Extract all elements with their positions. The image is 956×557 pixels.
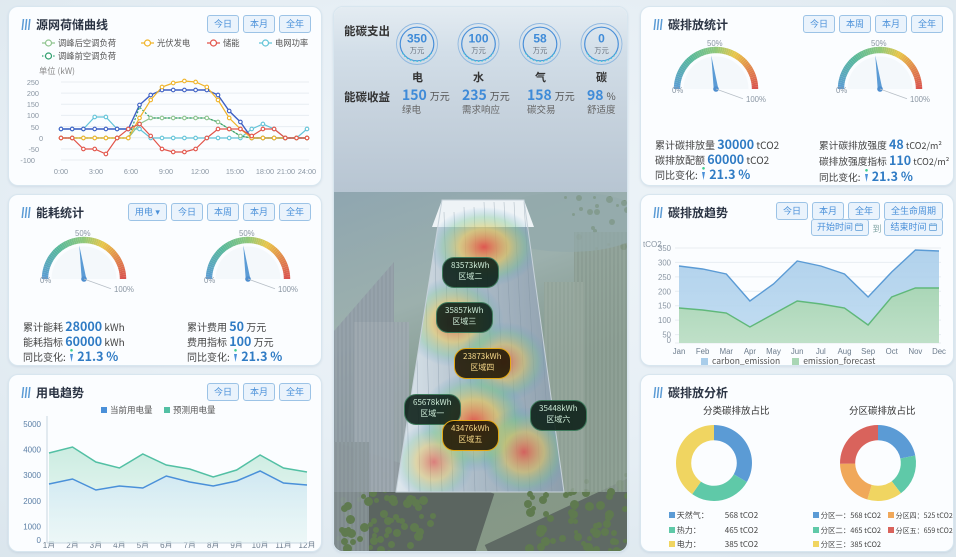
svg-text:100: 100 [658,316,672,325]
svg-text:3:00: 3:00 [89,167,103,176]
svg-text:当前用电量: 当前用电量 [110,404,153,416]
svg-text:储能: 储能 [223,37,240,49]
svg-text:调峰后空调负荷: 调峰后空调负荷 [58,37,116,49]
svg-text:100: 100 [468,32,488,46]
svg-text:1000: 1000 [23,522,41,531]
svg-text:350: 350 [407,32,427,46]
svg-text:24:00: 24:00 [298,167,316,176]
svg-text:万元: 万元 [410,46,425,56]
svg-text:0: 0 [598,32,605,46]
svg-text:万元: 万元 [533,46,548,56]
svg-text:200: 200 [27,89,39,98]
svg-text:单位 (kW): 单位 (kW) [39,65,75,77]
svg-text:12:00: 12:00 [191,167,209,176]
svg-text:6:00: 6:00 [124,167,138,176]
svg-text:-100: -100 [20,156,35,165]
svg-text:250: 250 [27,78,39,87]
svg-text:Oct: Oct [886,347,899,356]
svg-text:15:00: 15:00 [226,167,244,176]
svg-text:万元: 万元 [594,46,609,56]
svg-text:9:00: 9:00 [159,167,173,176]
svg-text:3000: 3000 [23,471,41,480]
svg-text:0: 0 [39,134,43,143]
svg-text:150: 150 [658,302,672,311]
svg-text:0: 0 [667,336,672,345]
svg-text:0: 0 [37,536,42,545]
svg-text:电网功率: 电网功率 [275,37,308,49]
svg-text:300: 300 [658,258,672,267]
svg-text:光伏发电: 光伏发电 [157,37,190,49]
svg-text:Jan: Jan [673,347,686,356]
svg-text:2000: 2000 [23,497,41,506]
svg-text:万元: 万元 [471,46,486,56]
svg-text:Nov: Nov [908,347,922,356]
svg-text:-50: -50 [28,145,39,154]
svg-text:Dec: Dec [932,347,946,356]
svg-text:150: 150 [27,100,39,109]
svg-text:58: 58 [533,32,547,46]
svg-text:18:00: 18:00 [256,167,274,176]
svg-text:200: 200 [658,287,672,296]
svg-text:4000: 4000 [23,446,41,455]
svg-text:调峰前空调负荷: 调峰前空调负荷 [58,50,116,62]
svg-text:0:00: 0:00 [54,167,68,176]
svg-text:5000: 5000 [23,420,41,429]
svg-text:21:00: 21:00 [277,167,295,176]
svg-text:100: 100 [27,111,39,120]
svg-text:350: 350 [658,244,672,253]
svg-text:250: 250 [658,273,672,282]
svg-text:预测用电量: 预测用电量 [173,404,216,416]
svg-text:50: 50 [31,123,39,132]
